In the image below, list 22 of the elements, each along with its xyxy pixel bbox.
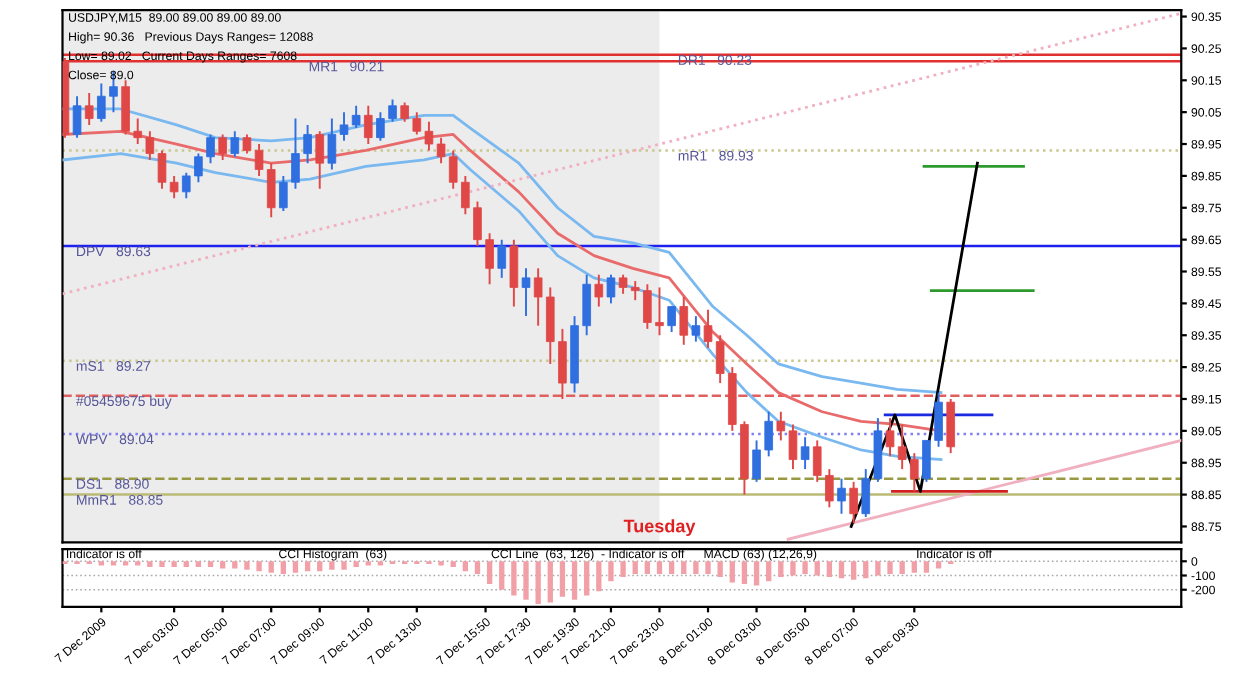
candlestick bbox=[84, 92, 94, 126]
candlestick bbox=[497, 238, 507, 279]
line-series bbox=[849, 161, 979, 528]
annotation: Tuesday bbox=[623, 519, 696, 537]
candlestick bbox=[849, 480, 858, 525]
candlestick bbox=[606, 273, 616, 305]
candlestick bbox=[363, 104, 373, 145]
candlestick bbox=[242, 133, 252, 155]
candlestick bbox=[521, 267, 531, 318]
candlestick bbox=[691, 315, 701, 343]
candlestick bbox=[218, 133, 227, 161]
candlestick bbox=[594, 273, 604, 308]
candlestick bbox=[509, 238, 519, 308]
candlestick bbox=[679, 296, 689, 346]
candlestick bbox=[667, 305, 676, 334]
candlestick bbox=[837, 477, 846, 515]
candlestick bbox=[800, 436, 810, 471]
candlestick bbox=[230, 130, 240, 158]
candlestick bbox=[72, 95, 82, 139]
line-series bbox=[62, 152, 943, 461]
candlestick bbox=[946, 398, 956, 455]
candlestick bbox=[315, 130, 325, 190]
